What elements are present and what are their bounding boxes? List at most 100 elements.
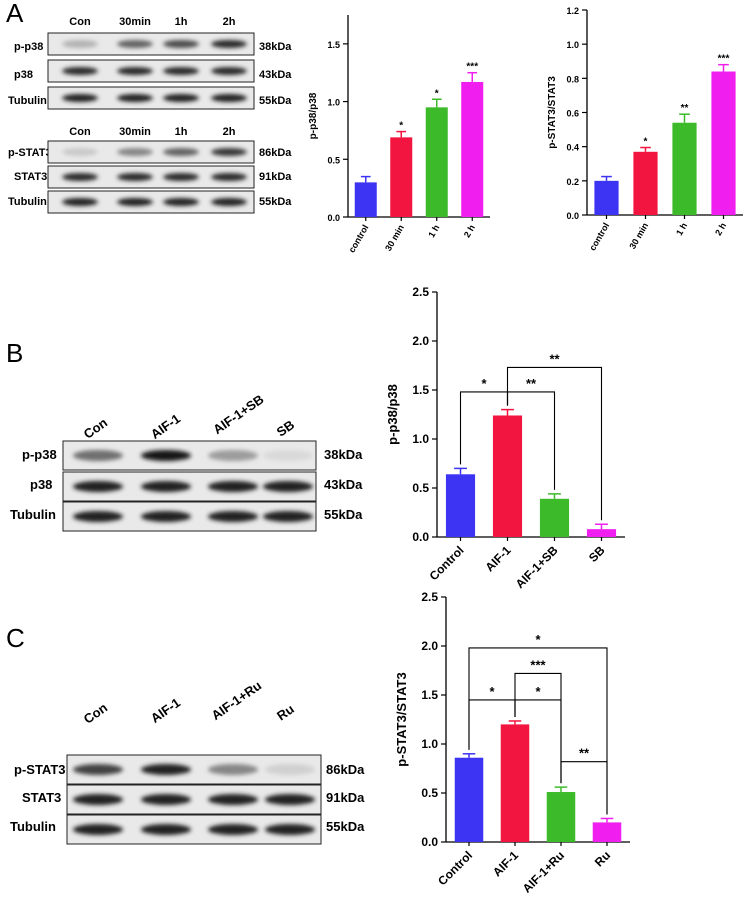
x-tick-label: control [587,221,611,252]
blot-band [163,198,199,206]
row-label: p-p38 [14,41,43,53]
bar [594,180,619,215]
significance-bracket [506,366,603,521]
blot-band [208,481,258,492]
blot-band [62,94,98,102]
y-axis-label: p-p38/p38 [308,92,319,139]
x-tick-label: AIF-1+SB [513,543,561,591]
y-tick-label: 0.0 [327,213,340,223]
kda-label: 38kDa [324,447,363,462]
bar [354,182,377,217]
blot-a1: Con 30min 1h 2h p-p38 p38 Tubulin 38kDa … [8,16,292,110]
significance-label: *** [718,54,730,65]
blot-band [117,94,153,102]
blot-band [117,67,153,75]
blot-band [208,450,258,461]
blot-band [141,764,191,775]
blot-band [211,198,247,206]
blot-band [211,94,247,102]
row-label: p-STAT3 [14,762,66,777]
x-tick-label: control [347,223,371,254]
blot-band [163,94,199,102]
blot-c: Con AIF-1 AIF-1+Ru Ru p-STAT3 STAT3 Tubu… [10,678,365,845]
row-label: STAT3 [14,171,47,183]
row-label: p-STAT3 [8,147,52,159]
blot-band [163,148,199,156]
lane-label: AIF-1+SB [210,391,266,437]
x-tick-label: 1 h [674,221,689,237]
kda-label: 43kDa [324,477,363,492]
kda-label: 86kDa [259,147,292,159]
blot-band [263,511,313,522]
x-tick-label: Control [435,848,475,888]
blot-band [141,481,191,492]
lane-label: Con [81,415,110,442]
lane-label: Con [69,16,91,28]
y-tick-label: 0.2 [566,177,579,187]
bracket-label: ** [549,351,560,366]
lane-label: AIF-1 [148,411,183,442]
y-tick-label: 0.8 [566,74,579,84]
lane-label: Ru [274,701,297,723]
bar-chart-b-p38: 0.0 0.5 1.0 1.5 2.0 2.5 p-p38/p38 Control AIF-1 A… [385,285,625,591]
bar [461,81,484,217]
blot-band [73,764,123,775]
y-tick-label: 1.0 [412,432,429,446]
kda-label: 55kDa [259,196,292,208]
y-tick-label: 0.0 [566,211,579,221]
y-tick-label: 1.0 [327,98,340,108]
lane-label: SB [274,417,297,440]
row-label: p38 [30,477,52,492]
x-tick-label: 2 h [713,221,728,237]
blot-band [73,481,123,492]
lane-label: 2h [223,126,236,138]
lane-label: Con [69,126,91,138]
blot-band [117,148,153,156]
y-tick-label: 0.5 [421,786,438,800]
y-tick-label: 1.0 [566,40,579,50]
bar [711,71,736,215]
x-tick-label: 1 h [426,223,441,239]
y-tick-label: 0.4 [566,143,579,153]
blot-band [265,824,315,835]
blot-band [73,794,123,805]
blot-band [73,824,123,835]
bracket-label: * [535,632,541,647]
row-label: p38 [14,69,33,81]
blot-band [208,824,258,835]
y-tick-label: 2.5 [421,590,438,604]
blot-band [141,794,191,805]
lane-label: 30min [119,126,151,138]
blot-band [163,173,199,181]
row-label: Tubulin [8,95,47,107]
y-tick-label: 2.0 [412,334,429,348]
row-label: p-p38 [22,447,57,462]
blot-band [265,764,315,775]
blot-band [141,511,191,522]
y-tick-label: 0.0 [421,835,438,849]
blot-band [141,824,191,835]
significance-bracket [560,761,608,815]
bar [492,415,523,537]
y-tick-label: 0.0 [412,530,429,544]
blot-b: Con AIF-1 AIF-1+SB SB p-p38 p38 Tubulin … [10,391,363,532]
y-tick-label: 0.5 [412,481,429,495]
kda-label: 38kDa [259,41,292,53]
lane-label: Con [81,700,110,727]
y-tick-label: 1.5 [327,40,340,50]
blot-band [208,794,258,805]
y-axis-label: p-STAT3/STAT3 [394,672,409,766]
y-tick-label: 1.2 [566,6,579,16]
kda-label: 55kDa [259,95,292,107]
bar [454,757,484,842]
panel-label-b: B [6,338,23,368]
blot-band [208,511,258,522]
blot-band [263,481,313,492]
x-tick-label: 2 h [462,223,477,239]
significance-label: * [644,137,648,148]
y-tick-label: 0.6 [566,109,579,119]
bar [546,792,576,842]
blot-band [73,511,123,522]
blot-band [163,40,199,48]
